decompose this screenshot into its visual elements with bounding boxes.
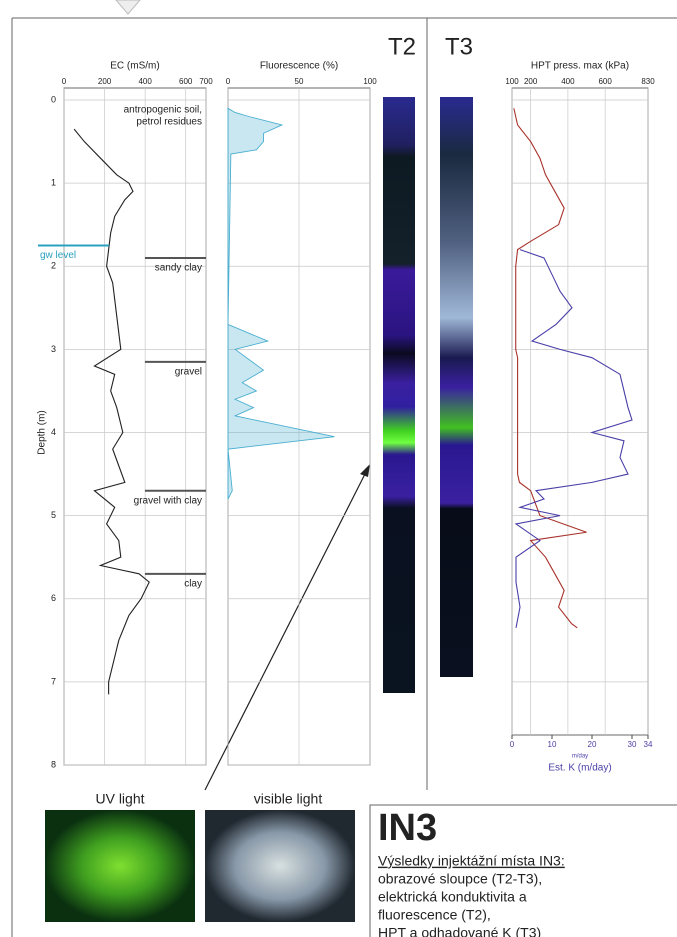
x-tick-label: 100 <box>363 77 377 86</box>
x-tick-label: 600 <box>598 77 612 86</box>
arrow <box>205 472 366 790</box>
note: antropogenic soil, <box>124 105 202 116</box>
x-tick-label: 50 <box>295 77 304 86</box>
x2-tick-label: 30 <box>628 740 637 749</box>
x-tick-label: 100 <box>505 77 519 86</box>
y-tick-label: 8 <box>51 759 56 769</box>
annotation-label: gravel <box>175 366 202 377</box>
y-tick-label: 7 <box>51 676 56 686</box>
photo-label: UV light <box>95 791 144 807</box>
x-tick-label: 0 <box>62 77 67 86</box>
figure: T2 T3 UV light visible light IN3 Výsledk… <box>0 0 677 937</box>
caption-line: fluorescence (T2), <box>378 907 491 923</box>
photo <box>45 810 195 922</box>
x-tick-label: 0 <box>226 77 231 86</box>
x-tick-label: 700 <box>199 77 213 86</box>
x2-axis-title: Est. K (m/day) <box>548 763 611 774</box>
x-axis-title: Fluorescence (%) <box>260 61 338 72</box>
caption-line: obrazové sloupce (T2-T3), <box>378 871 542 887</box>
caption-heading: Výsledky injektážní místa IN3: <box>378 853 565 869</box>
x-tick-label: 400 <box>138 77 152 86</box>
note: petrol residues <box>136 117 202 128</box>
x-tick-label: 400 <box>561 77 575 86</box>
x2-tick-label: 34 <box>644 740 653 749</box>
x2-tick-label: 0 <box>510 740 515 749</box>
x2-tick-label: 20 <box>588 740 597 749</box>
caption-line: elektrická konduktivita a <box>378 889 527 905</box>
x-tick-label: 200 <box>98 77 112 86</box>
caption-title: IN3 <box>378 807 437 849</box>
annotation-label: gravel with clay <box>134 495 202 506</box>
data-line <box>74 129 149 694</box>
marker <box>116 0 140 14</box>
annotation-label: clay <box>184 578 202 589</box>
y-tick-label: 2 <box>51 261 56 271</box>
data-line <box>516 250 632 628</box>
photo <box>205 810 355 922</box>
y-tick-label: 3 <box>51 344 56 354</box>
x-tick-label: 200 <box>524 77 538 86</box>
column-title: T3 <box>445 33 473 60</box>
image-column <box>440 97 473 677</box>
column-title: T2 <box>388 33 416 60</box>
plot-frame <box>64 88 206 765</box>
annotation-label: gw level <box>40 250 76 261</box>
photo-label: visible light <box>254 791 323 807</box>
x-tick-label: 830 <box>641 77 655 86</box>
x-axis-title: EC (mS/m) <box>110 61 159 72</box>
y-tick-label: 0 <box>51 94 56 104</box>
annotation-label: sandy clay <box>155 263 202 274</box>
y-tick-label: 6 <box>51 593 56 603</box>
x2-unit: m/day <box>572 754 588 760</box>
y-tick-label: 1 <box>51 178 56 188</box>
y-tick-label: 4 <box>51 427 56 437</box>
y-tick-label: 5 <box>51 510 56 520</box>
x-axis-title: HPT press. max (kPa) <box>531 61 629 72</box>
caption-line: HPT a odhadované K (T3) <box>378 925 541 937</box>
image-column <box>383 97 415 693</box>
x2-tick-label: 10 <box>548 740 557 749</box>
data-line <box>514 108 587 628</box>
plot-frame <box>512 88 648 735</box>
x-tick-label: 600 <box>179 77 193 86</box>
data-area <box>228 108 335 499</box>
y-axis-title: Depth (m) <box>37 410 48 454</box>
arrow-head <box>360 464 370 477</box>
